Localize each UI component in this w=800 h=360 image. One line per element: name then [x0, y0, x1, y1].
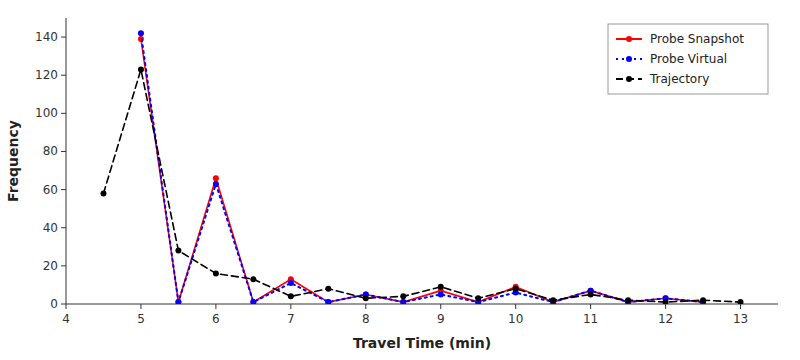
- y-tick-label: 0: [50, 297, 58, 311]
- legend-marker: [626, 76, 632, 82]
- legend-marker: [626, 36, 632, 42]
- series-point: [250, 299, 256, 304]
- x-tick-label: 12: [658, 312, 673, 326]
- y-tick: [61, 227, 66, 228]
- series-point: [138, 66, 144, 72]
- series-point: [250, 276, 256, 282]
- x-tick: [66, 304, 67, 309]
- x-tick-label: 9: [437, 312, 445, 326]
- x-tick-label: 8: [362, 312, 370, 326]
- x-tick: [365, 304, 366, 309]
- series-point: [213, 175, 219, 181]
- x-axis-line: [66, 304, 778, 305]
- x-tick: [290, 304, 291, 309]
- x-tick: [590, 304, 591, 309]
- y-tick-label: 80: [43, 144, 58, 158]
- x-tick-label: 7: [287, 312, 295, 326]
- series-point: [475, 295, 481, 301]
- x-tick: [665, 304, 666, 309]
- y-tick-label: 120: [35, 68, 58, 82]
- series-point: [700, 297, 706, 303]
- x-tick-label: 13: [733, 312, 748, 326]
- y-tick: [61, 151, 66, 152]
- series-point: [363, 295, 369, 301]
- y-tick: [61, 265, 66, 266]
- series-point: [438, 291, 444, 297]
- legend: Probe Snapshot Probe Virtual Trajectory: [608, 24, 768, 94]
- series-point: [175, 299, 181, 304]
- series-point: [288, 280, 294, 286]
- series-point: [400, 299, 406, 304]
- series-point: [138, 30, 144, 36]
- x-tick: [740, 304, 741, 309]
- series-point: [738, 299, 744, 304]
- series-point: [400, 299, 406, 304]
- y-tick-label: 20: [43, 259, 58, 273]
- series-point: [438, 284, 444, 290]
- series: [100, 66, 743, 304]
- series-point: [513, 286, 519, 292]
- series-point: [625, 297, 631, 303]
- series-line: [141, 39, 703, 302]
- x-tick: [515, 304, 516, 309]
- legend-box: [608, 24, 768, 94]
- series-point: [100, 190, 106, 196]
- x-tick-label: 4: [62, 312, 70, 326]
- series-point: [588, 291, 594, 297]
- y-axis-label: Frequency: [5, 120, 21, 202]
- chart: 4 5 6 7 8 9 10 11 12 13 0 20 40 60 80 100 120 140 Travel T…: [0, 0, 800, 360]
- legend-label: Trajectory: [649, 72, 709, 86]
- y-tick: [61, 75, 66, 76]
- series-point: [250, 299, 256, 304]
- series-point: [175, 299, 181, 304]
- x-tick: [440, 304, 441, 309]
- y-tick-label: 100: [35, 106, 58, 120]
- legend-label: Probe Snapshot: [650, 32, 744, 46]
- series-line: [103, 69, 740, 302]
- series-point: [325, 286, 331, 292]
- x-tick-label: 6: [212, 312, 220, 326]
- y-tick-label: 140: [35, 30, 58, 44]
- x-tick-label: 10: [508, 312, 523, 326]
- series-point: [400, 293, 406, 299]
- x-tick: [140, 304, 141, 309]
- y-tick: [61, 304, 66, 305]
- y-tick: [61, 37, 66, 38]
- series-point: [550, 297, 556, 303]
- series-point: [288, 293, 294, 299]
- y-tick-label: 60: [43, 183, 58, 197]
- y-axis-line: [66, 18, 67, 304]
- series-point: [325, 299, 331, 304]
- legend-label: Probe Virtual: [650, 52, 727, 66]
- series-point: [213, 270, 219, 276]
- axes: 4 5 6 7 8 9 10 11 12 13 0 20 40 60 80 100 120 140: [35, 18, 778, 326]
- x-tick: [215, 304, 216, 309]
- series-point: [213, 181, 219, 187]
- y-tick: [61, 113, 66, 114]
- y-tick: [61, 189, 66, 190]
- legend-marker: [626, 56, 632, 62]
- series-point: [175, 248, 181, 254]
- series-point: [663, 299, 669, 304]
- x-tick-label: 11: [583, 312, 598, 326]
- y-tick-label: 40: [43, 221, 58, 235]
- x-axis-label: Travel Time (min): [353, 335, 491, 351]
- x-tick-label: 5: [137, 312, 145, 326]
- series-point: [325, 299, 331, 304]
